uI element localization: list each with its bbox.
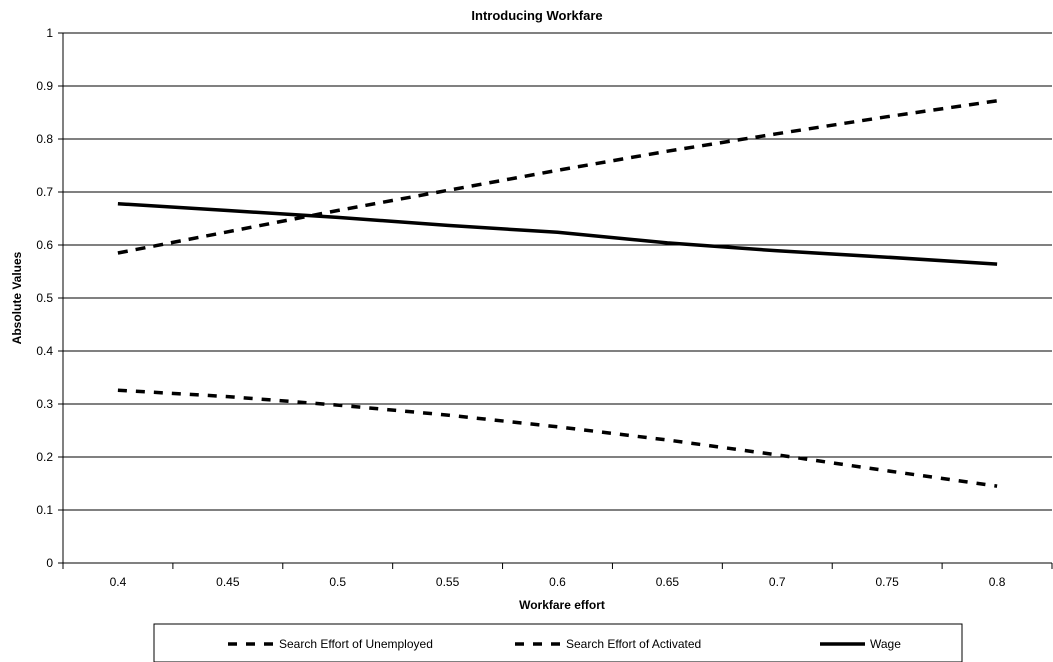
y-tick-label: 0.4 [36,344,53,358]
x-tick-label: 0.75 [875,575,899,589]
y-tick-label: 0.9 [36,79,53,93]
axes [58,32,1053,569]
x-tick-label: 0.6 [549,575,566,589]
x-tick-label: 0.65 [656,575,680,589]
y-tick-label: 0.7 [36,185,53,199]
gridlines [63,32,1052,511]
x-tick-label: 0.5 [329,575,346,589]
y-tick-labels: 0 0.1 0.2 0.3 0.4 0.5 0.6 0.7 0.8 0.9 1 [36,26,53,570]
legend-label-2: Search Effort of Activated [566,637,701,651]
y-tick-label: 1 [46,26,53,40]
series-lines [117,99,998,488]
x-tick-label: 0.4 [110,575,127,589]
series-line-1 [117,388,998,488]
legend-label-1: Search Effort of Unemployed [279,637,433,651]
y-tick-label: 0.2 [36,450,53,464]
series-line-2 [117,99,998,255]
y-tick-label: 0 [46,556,53,570]
x-tick-label: 0.55 [436,575,460,589]
x-tick-label: 0.7 [769,575,786,589]
y-tick-label: 0.5 [36,291,53,305]
chart-title: Introducing Workfare [471,8,602,23]
legend-label-3: Wage [870,637,901,651]
legend: Search Effort of Unemployed Search Effort… [153,623,963,662]
series-line-3 [117,201,998,266]
x-axis-label: Workfare effort [519,598,605,612]
x-tick-label: 0.8 [989,575,1006,589]
y-tick-label: 0.8 [36,132,53,146]
y-axis-label: Absolute Values [10,251,24,344]
x-tick-label: 0.45 [216,575,240,589]
y-tick-label: 0.1 [36,503,53,517]
x-tick-labels: 0.4 0.45 0.5 0.55 0.6 0.65 0.7 0.75 0.8 [110,575,1006,589]
y-tick-label: 0.3 [36,397,53,411]
y-tick-label: 0.6 [36,238,53,252]
